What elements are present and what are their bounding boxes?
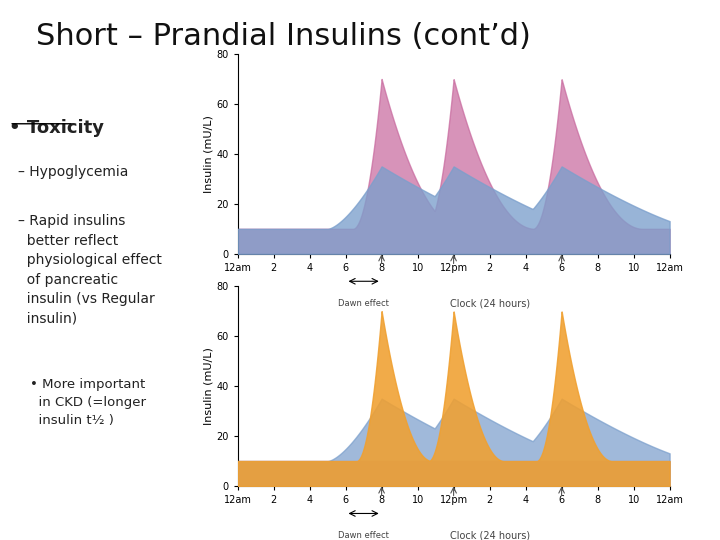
Text: • Toxicity: • Toxicity [9,119,104,137]
Text: Dawn effect: Dawn effect [338,531,389,540]
Text: Clock (24 hours): Clock (24 hours) [449,299,530,309]
Y-axis label: Insulin (mU/L): Insulin (mU/L) [204,347,213,425]
Y-axis label: Insulin (mU/L): Insulin (mU/L) [204,115,213,193]
Text: • More important
  in CKD (=longer
  insulin t½ ): • More important in CKD (=longer insulin… [30,378,146,427]
Text: Clock (24 hours): Clock (24 hours) [449,531,530,540]
Text: – Rapid insulins
  better reflect
  physiological effect
  of pancreatic
  insul: – Rapid insulins better reflect physiolo… [19,214,162,326]
Text: – Hypoglycemia: – Hypoglycemia [19,165,129,179]
Text: Short – Prandial Insulins (cont’d): Short – Prandial Insulins (cont’d) [36,22,531,51]
Text: Dawn effect: Dawn effect [338,299,389,308]
